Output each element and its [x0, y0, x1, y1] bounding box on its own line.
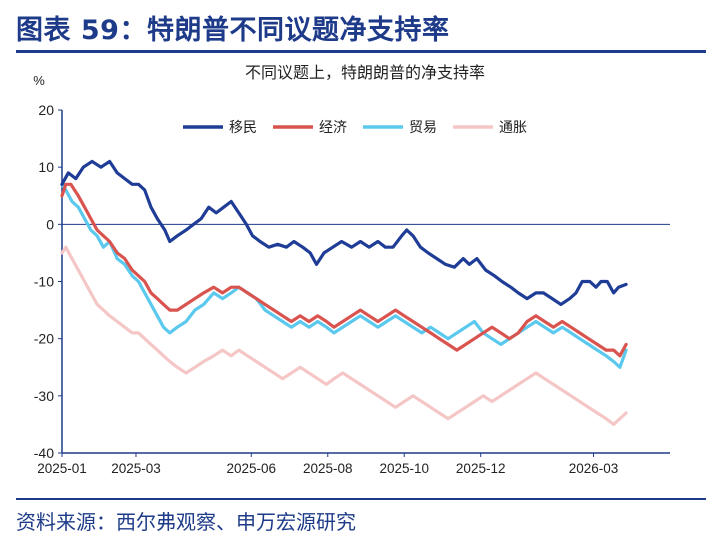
- figure-title: 图表 59：特朗普不同议题净支持率: [16, 15, 450, 46]
- source-note: 资料来源：西尔弗观察、申万宏源研究: [16, 510, 356, 534]
- source-rule: [16, 498, 706, 500]
- series-line-economy: [60, 182, 628, 358]
- y-axis-unit: %: [33, 73, 45, 88]
- y-tick-label: -40: [34, 445, 54, 461]
- legend-label-economy: 经济: [319, 119, 347, 135]
- y-tick-label: -20: [34, 331, 54, 347]
- legend: 移民 经济 贸易 通胀: [183, 119, 527, 135]
- x-tick-label: 2025-01: [37, 461, 87, 476]
- legend-label-inflation: 通胀: [499, 119, 527, 135]
- chart-title: 不同议题上，特朗朗普的净支持率: [245, 64, 485, 82]
- x-tick-label: 2025-06: [227, 461, 277, 476]
- x-tick-label: 2025-12: [456, 461, 506, 476]
- y-tick-label: 10: [38, 159, 54, 175]
- y-tick-label: -30: [34, 388, 54, 404]
- series-line-immigration: [60, 159, 628, 306]
- x-tick-label: 2025-03: [111, 461, 161, 476]
- y-tick-label: 20: [38, 102, 54, 118]
- y-tick-label: -10: [34, 274, 54, 290]
- legend-label-trade: 贸易: [409, 119, 437, 135]
- x-tick-label: 2025-10: [379, 461, 429, 476]
- series-line-inflation: [60, 245, 628, 426]
- y-tick-label: 0: [46, 216, 54, 232]
- legend-label-immigration: 移民: [229, 119, 257, 135]
- title-rule: [16, 50, 706, 53]
- x-tick-label: 2026-03: [569, 461, 619, 476]
- x-tick-label: 2025-08: [303, 461, 353, 476]
- series-lines: [60, 159, 628, 426]
- series-line-trade: [60, 182, 628, 369]
